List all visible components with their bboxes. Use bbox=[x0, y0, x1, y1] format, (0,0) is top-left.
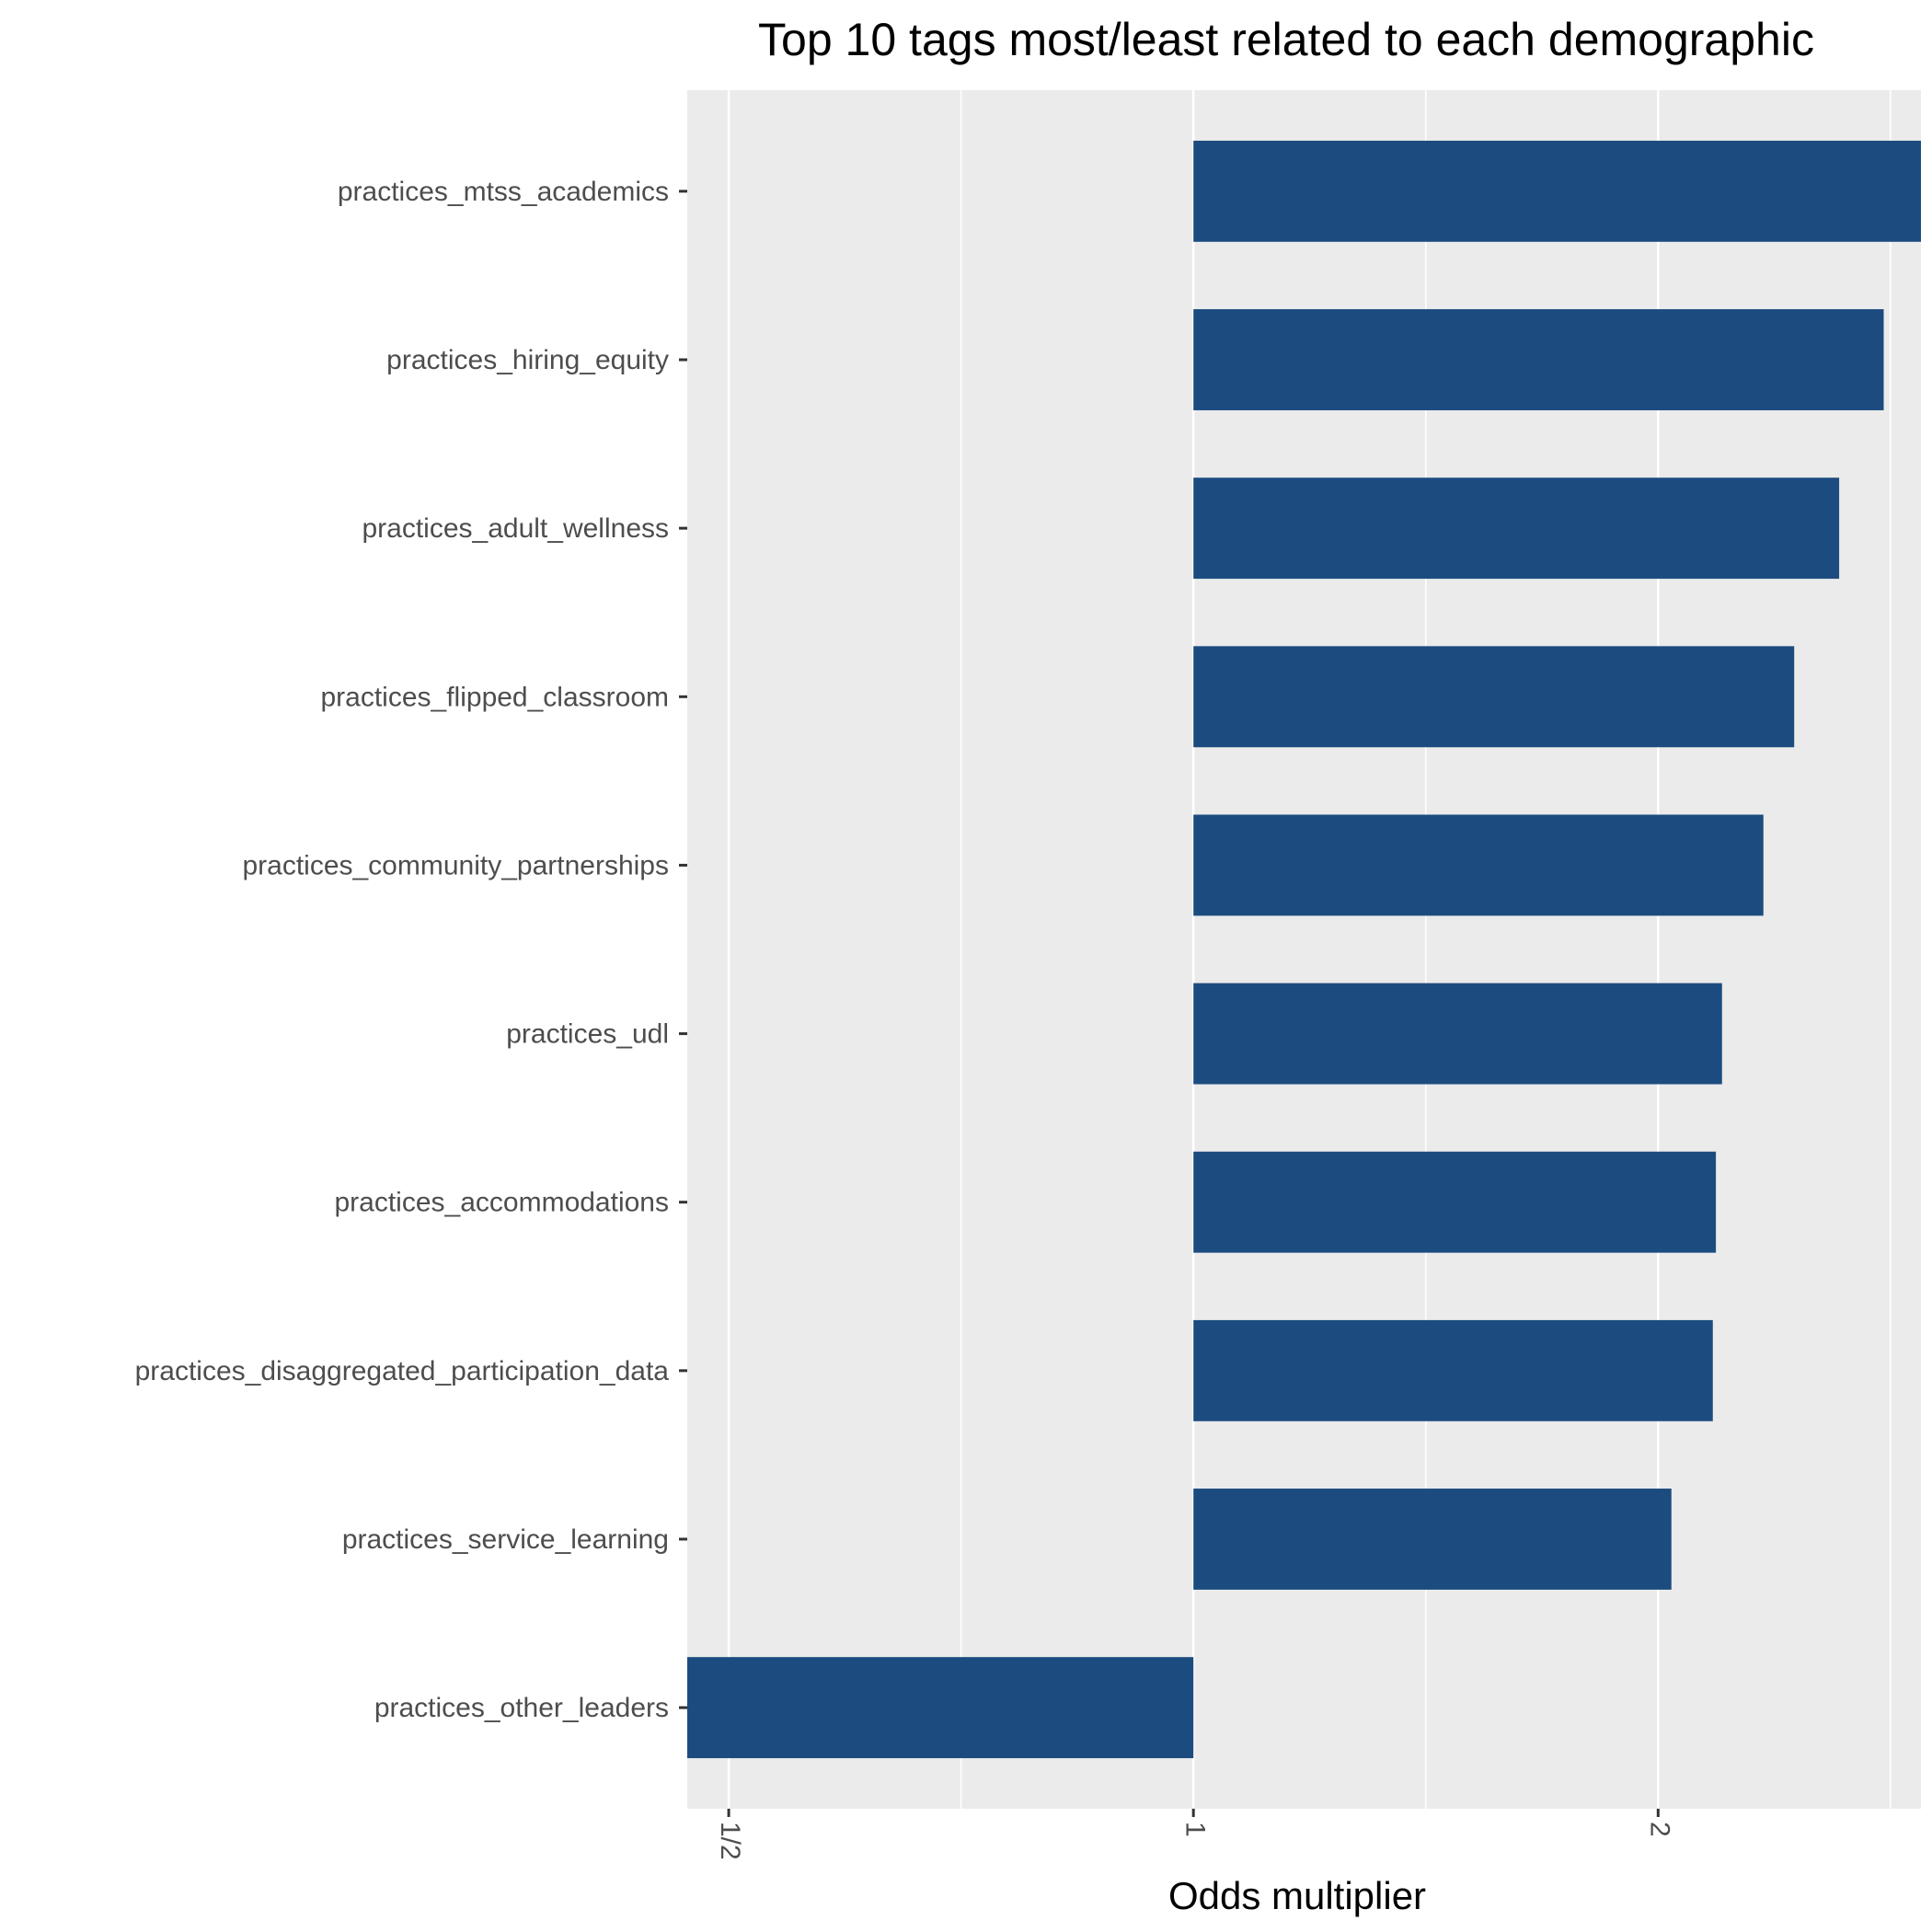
y-tick-label: practices_mtss_academics bbox=[338, 177, 669, 207]
y-tick-label: practices_accommodations bbox=[334, 1188, 669, 1218]
chart-title: Top 10 tags most/least related to each d… bbox=[758, 14, 1814, 65]
bar bbox=[1193, 1319, 1713, 1421]
y-tick-label: practices_disaggregated_participation_da… bbox=[135, 1356, 670, 1386]
x-axis: 1/2 1 2 bbox=[715, 1809, 1674, 1860]
bar bbox=[1193, 983, 1722, 1085]
y-tick-label: practices_community_partnerships bbox=[242, 850, 669, 880]
y-tick-label: practices_service_learning bbox=[342, 1524, 669, 1555]
bar bbox=[1193, 140, 1921, 242]
y-tick-label: practices_hiring_equity bbox=[386, 345, 669, 375]
bar bbox=[1193, 477, 1840, 580]
bar bbox=[1193, 1489, 1672, 1590]
x-axis-title: Odds multiplier bbox=[1168, 1874, 1426, 1917]
bar bbox=[1193, 814, 1764, 916]
bar bbox=[1193, 309, 1884, 410]
x-tick-label: 1 bbox=[1179, 1822, 1210, 1837]
bars bbox=[687, 140, 1921, 1759]
y-tick-label: practices_flipped_classroom bbox=[320, 682, 669, 712]
x-tick-label: 2 bbox=[1644, 1822, 1674, 1837]
bar bbox=[1193, 1151, 1717, 1253]
bar bbox=[1193, 646, 1795, 748]
y-tick-label: practices_other_leaders bbox=[374, 1693, 669, 1723]
y-tick-label: practices_udl bbox=[506, 1019, 669, 1050]
y-tick-label: practices_adult_wellness bbox=[362, 513, 669, 544]
bar bbox=[687, 1657, 1194, 1759]
y-axis: practices_mtss_academics practices_hiring… bbox=[135, 177, 687, 1723]
x-tick-label: 1/2 bbox=[715, 1822, 745, 1860]
